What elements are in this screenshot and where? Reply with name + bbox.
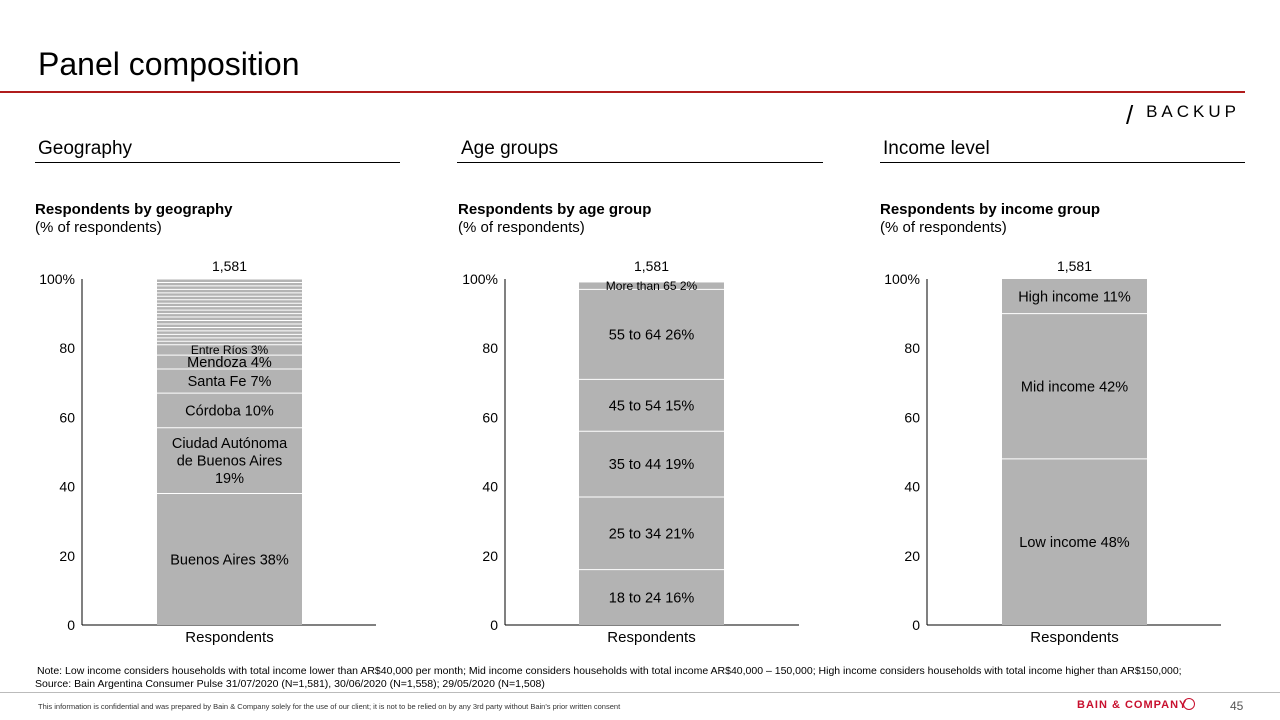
y-tick-label: 40 (59, 479, 75, 495)
footnote: Note: Low income considers households wi… (37, 665, 1182, 677)
segment-data-label: 45 to 54 15% (609, 398, 695, 414)
brand-circle-icon (1183, 698, 1195, 710)
page-title: Panel composition (38, 46, 300, 82)
panel-rule-income (880, 162, 1245, 163)
panel-rule-geography (35, 162, 400, 163)
panel-heading-income: Income level (883, 138, 990, 159)
segment-data-label: Entre Ríos 3% (191, 343, 269, 357)
chart-units-age: (% of respondents) (458, 219, 585, 236)
y-tick-label: 40 (482, 479, 498, 495)
segment-data-label: Mid income 42% (1021, 379, 1128, 395)
bar-segment (157, 393, 302, 428)
source-note: Source: Bain Argentina Consumer Pulse 31… (35, 678, 545, 690)
segment-data-label: More than 65 2% (606, 279, 698, 293)
y-tick-label: 0 (67, 617, 75, 633)
y-tick-label: 80 (482, 340, 498, 356)
y-tick-label: 60 (59, 409, 75, 425)
segment-data-label: Ciudad Autónoma (172, 436, 288, 452)
brand-logo: BAIN & COMPANY (1077, 699, 1188, 711)
segment-data-label: Mendoza 4% (187, 355, 272, 371)
y-tick-label: 60 (482, 409, 498, 425)
bar-segment (579, 289, 724, 380)
segment-data-label: 55 to 64 26% (609, 327, 695, 343)
panel-heading-geography: Geography (38, 138, 133, 159)
bar-segment (157, 427, 302, 494)
y-tick-label: 20 (482, 548, 498, 564)
footer-divider (0, 692, 1280, 693)
panel-rule-age (457, 162, 823, 163)
bar-total-label: 1,581 (1057, 258, 1092, 274)
bar-segment (1002, 279, 1147, 314)
y-tick-label: 20 (904, 548, 920, 564)
x-category-label: Respondents (1030, 629, 1118, 646)
bar-segment (157, 355, 302, 369)
panel-heading-age: Age groups (461, 138, 559, 159)
chart-units-income: (% of respondents) (880, 219, 1007, 236)
confidential-notice: This information is confidential and was… (38, 702, 621, 711)
y-tick-label: 80 (59, 340, 75, 356)
chart-title-geography: Respondents by geography (35, 201, 233, 218)
segment-data-label: High income 11% (1018, 289, 1131, 305)
y-tick-label: 0 (490, 617, 498, 633)
segment-data-label: 35 to 44 19% (609, 457, 695, 473)
bar-segment (1002, 313, 1147, 459)
y-tick-label: 0 (912, 617, 920, 633)
y-tick-label: 100% (884, 271, 920, 287)
segment-data-label: Santa Fe 7% (188, 374, 272, 390)
bar-segment (579, 282, 724, 290)
x-category-label: Respondents (607, 629, 695, 646)
segment-data-label: Low income 48% (1019, 535, 1130, 551)
x-category-label: Respondents (185, 629, 273, 646)
bar-segment (157, 493, 302, 625)
y-tick-label: 100% (39, 271, 75, 287)
bar-segment (1002, 458, 1147, 625)
bar-segment (579, 569, 724, 625)
y-tick-label: 20 (59, 548, 75, 564)
bar-segment (579, 379, 724, 432)
chart-title-age: Respondents by age group (458, 201, 652, 218)
backup-tag: BACKUP (1146, 102, 1240, 121)
bar-total-label: 1,581 (212, 258, 247, 274)
title-divider (0, 91, 1245, 93)
bar-segment (579, 431, 724, 497)
segment-data-label: 25 to 34 21% (609, 526, 695, 542)
y-tick-label: 80 (904, 340, 920, 356)
bar-segment-other (157, 279, 302, 345)
segment-data-label: Buenos Aires 38% (170, 552, 289, 568)
segment-data-label: 18 to 24 16% (609, 590, 695, 606)
bar-segment (157, 344, 302, 356)
bar-segment (579, 496, 724, 570)
bar-segment (157, 368, 302, 394)
y-tick-label: 40 (904, 479, 920, 495)
y-tick-label: 60 (904, 409, 920, 425)
page-number: 45 (1230, 699, 1244, 713)
chart-units-geography: (% of respondents) (35, 219, 162, 236)
segment-data-label: Córdoba 10% (185, 404, 274, 420)
segment-data-label: 19% (215, 471, 244, 487)
backup-slash: / (1126, 100, 1134, 130)
segment-data-label: de Buenos Aires (177, 454, 283, 470)
bar-total-label: 1,581 (634, 258, 669, 274)
chart-title-income: Respondents by income group (880, 201, 1101, 218)
y-tick-label: 100% (462, 271, 498, 287)
